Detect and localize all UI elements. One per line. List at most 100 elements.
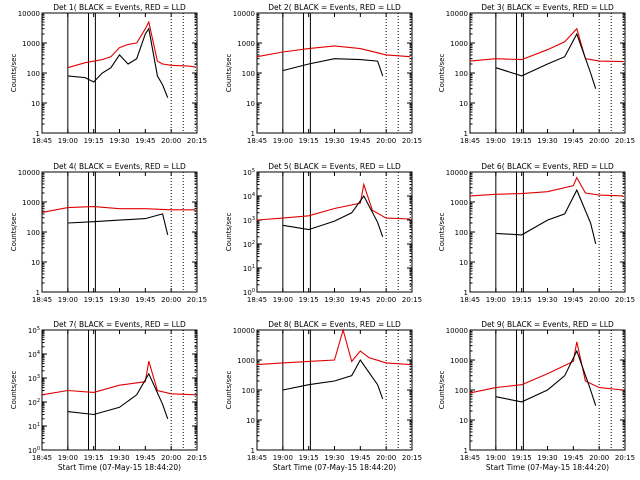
x-tick-label: 19:15 xyxy=(299,296,319,304)
x-tick-label: 20:00 xyxy=(161,454,181,462)
plot-frame xyxy=(469,171,626,293)
y-tick-label: 1000 xyxy=(450,40,468,48)
panel-det-1: 18:45 19:00 19:15 19:30 19:45 20:00 20:15 1 10 10… xyxy=(10,3,207,145)
panel-title: Det 7( BLACK = Events, RED = LLD xyxy=(53,320,186,329)
y-tick-label: 1000 xyxy=(237,40,255,48)
series-line-events xyxy=(495,349,597,406)
y-tick-label: 1000 xyxy=(22,40,40,48)
series-line-lld xyxy=(256,327,411,366)
y-tick-label: 104 xyxy=(28,350,40,359)
x-tick-label: 19:45 xyxy=(135,454,155,462)
x-tick-label: 19:45 xyxy=(563,454,583,462)
panel-title: Det 1( BLACK = Events, RED = LLD xyxy=(53,3,186,12)
x-tick-label: 20:15 xyxy=(187,296,207,304)
x-tick-label: 19:45 xyxy=(350,137,370,145)
series-line-lld xyxy=(469,176,624,197)
x-tick-label: 18:45 xyxy=(247,296,267,304)
y-tick-label: 10 xyxy=(31,259,40,267)
x-tick-label: 20:15 xyxy=(402,137,422,145)
plot-frame xyxy=(41,12,198,134)
y-tick-label: 102 xyxy=(28,398,40,407)
x-axis-label: Start Time (07-May-15 18:44:20) xyxy=(58,463,181,472)
series-line-events xyxy=(282,194,384,237)
plot-frame xyxy=(469,12,626,134)
panel-det-9: 18:45 19:00 19:15 19:30 19:45 20:00 20:15 1 10 10… xyxy=(438,320,635,472)
panel-det-4: 18:45 19:00 19:15 19:30 19:45 20:00 20:15 1 10 10… xyxy=(10,162,207,304)
x-tick-label: 19:30 xyxy=(109,137,129,145)
y-tick-label: 1 xyxy=(464,447,468,455)
x-tick-label: 19:45 xyxy=(563,296,583,304)
x-tick-label: 20:15 xyxy=(615,137,635,145)
x-tick-label: 19:15 xyxy=(84,454,104,462)
x-tick-label: 20:00 xyxy=(589,137,609,145)
y-tick-label: 100 xyxy=(455,70,468,78)
y-tick-label: 100 xyxy=(243,288,255,297)
y-tick-label: 1 xyxy=(36,130,40,138)
panel-title: Det 2( BLACK = Events, RED = LLD xyxy=(268,3,401,12)
y-tick-label: 100 xyxy=(242,387,255,395)
y-axis-label: Counts/sec xyxy=(225,213,233,252)
x-tick-label: 20:15 xyxy=(615,296,635,304)
x-tick-label: 19:45 xyxy=(563,137,583,145)
y-tick-label: 1000 xyxy=(450,199,468,207)
x-tick-label: 20:15 xyxy=(187,137,207,145)
x-tick-label: 19:15 xyxy=(299,454,319,462)
panel-det-3: 18:45 19:00 19:15 19:30 19:45 20:00 20:15 1 10 10… xyxy=(438,3,635,145)
y-tick-label: 10 xyxy=(459,259,468,267)
x-tick-label: 18:45 xyxy=(32,137,52,145)
y-tick-label: 100 xyxy=(27,70,40,78)
x-tick-label: 19:30 xyxy=(324,296,344,304)
series-line-lld xyxy=(41,206,196,213)
x-tick-label: 18:45 xyxy=(460,454,480,462)
series-line-events xyxy=(282,358,384,400)
x-tick-label: 20:15 xyxy=(402,296,422,304)
x-tick-label: 19:15 xyxy=(512,296,532,304)
series-line-events xyxy=(495,188,597,245)
x-tick-label: 20:00 xyxy=(589,454,609,462)
series-line-lld xyxy=(469,27,624,63)
y-axis-label: Counts/sec xyxy=(438,213,446,252)
y-tick-label: 1 xyxy=(251,130,255,138)
x-tick-label: 19:30 xyxy=(109,296,129,304)
plot-frame xyxy=(256,329,413,451)
y-axis-label: Counts/sec xyxy=(10,371,18,410)
y-tick-label: 10000 xyxy=(446,327,468,335)
panel-det-7: 18:45 19:00 19:15 19:30 19:45 20:00 20:15 100 10… xyxy=(10,320,207,472)
y-tick-label: 1 xyxy=(251,447,255,455)
x-tick-label: 20:15 xyxy=(402,454,422,462)
y-axis-label: Counts/sec xyxy=(10,54,18,93)
x-tick-label: 19:00 xyxy=(486,137,506,145)
x-tick-label: 19:15 xyxy=(512,454,532,462)
series-line-lld xyxy=(41,361,196,396)
panel-title: Det 4( BLACK = Events, RED = LLD xyxy=(53,162,186,171)
plot-frame xyxy=(41,171,198,293)
y-tick-label: 104 xyxy=(243,192,255,201)
panel-title: Det 3( BLACK = Events, RED = LLD xyxy=(481,3,614,12)
series-line-events xyxy=(495,32,597,89)
series-line-events xyxy=(67,372,169,419)
x-tick-label: 20:00 xyxy=(589,296,609,304)
y-tick-label: 10 xyxy=(31,100,40,108)
y-tick-label: 100 xyxy=(242,70,255,78)
y-tick-label: 10000 xyxy=(18,169,40,177)
y-tick-label: 10000 xyxy=(18,10,40,18)
y-axis-label: Counts/sec xyxy=(438,54,446,93)
x-tick-label: 19:45 xyxy=(135,137,155,145)
x-tick-label: 20:00 xyxy=(161,137,181,145)
y-tick-label: 105 xyxy=(28,326,40,335)
series-line-events xyxy=(282,58,384,77)
panel-title: Det 5( BLACK = Events, RED = LLD xyxy=(268,162,401,171)
x-tick-label: 19:30 xyxy=(537,137,557,145)
y-tick-label: 103 xyxy=(243,216,255,225)
x-tick-label: 19:15 xyxy=(512,137,532,145)
x-tick-label: 18:45 xyxy=(32,296,52,304)
y-axis-label: Counts/sec xyxy=(10,213,18,252)
x-tick-label: 19:00 xyxy=(486,296,506,304)
y-tick-label: 100 xyxy=(28,446,40,455)
y-tick-label: 10 xyxy=(459,100,468,108)
x-tick-label: 20:00 xyxy=(376,296,396,304)
y-axis-label: Counts/sec xyxy=(225,54,233,93)
x-tick-label: 18:45 xyxy=(247,137,267,145)
x-tick-label: 19:00 xyxy=(273,137,293,145)
x-tick-label: 20:00 xyxy=(376,454,396,462)
